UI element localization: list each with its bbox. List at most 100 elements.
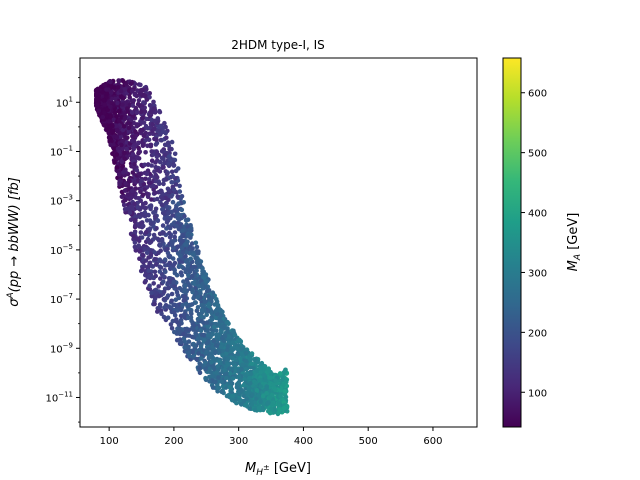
data-point xyxy=(171,279,177,285)
data-point xyxy=(132,92,138,98)
y-tick-label: 10−7 xyxy=(50,292,73,306)
colorbar-tick-label: 500 xyxy=(528,149,547,160)
data-point xyxy=(128,117,134,123)
data-point xyxy=(134,236,140,242)
colorbar xyxy=(502,57,522,428)
data-point xyxy=(102,110,107,115)
data-point xyxy=(129,110,135,115)
data-point xyxy=(120,127,126,133)
data-point xyxy=(229,366,234,372)
x-tick-label: 400 xyxy=(294,436,313,447)
data-point xyxy=(161,164,166,170)
colorbar-axis: 100 200 300 400 500 600 xyxy=(521,89,547,399)
data-point xyxy=(214,306,220,312)
data-point xyxy=(185,263,191,269)
data-point xyxy=(258,365,264,371)
data-point xyxy=(186,339,192,344)
data-point xyxy=(215,303,221,308)
data-point xyxy=(213,315,218,321)
data-point xyxy=(148,142,154,148)
data-point xyxy=(116,172,122,177)
data-point xyxy=(269,401,275,407)
data-point xyxy=(165,217,170,223)
data-point xyxy=(154,175,160,180)
data-point xyxy=(158,248,163,253)
data-point xyxy=(229,355,234,360)
data-point xyxy=(140,266,145,272)
data-point xyxy=(256,393,262,399)
colorbar-label-main: M xyxy=(566,260,581,271)
data-point xyxy=(131,146,136,152)
data-point xyxy=(104,95,109,100)
data-point xyxy=(230,393,235,399)
data-point xyxy=(134,110,140,116)
data-point xyxy=(164,226,169,231)
data-point xyxy=(211,324,217,330)
data-point xyxy=(180,238,185,244)
data-point xyxy=(168,305,174,310)
data-point xyxy=(278,388,283,393)
data-point xyxy=(166,210,171,216)
data-point xyxy=(226,334,232,339)
data-point xyxy=(198,291,203,296)
data-point xyxy=(160,196,165,201)
data-point xyxy=(213,350,218,355)
data-point xyxy=(117,182,122,187)
data-point xyxy=(177,183,182,189)
data-point xyxy=(222,367,227,373)
data-point xyxy=(225,344,231,349)
data-point xyxy=(196,283,202,289)
data-point xyxy=(167,278,172,284)
data-point xyxy=(218,313,223,319)
data-point xyxy=(148,221,154,226)
data-point xyxy=(127,210,133,215)
data-point xyxy=(152,269,158,275)
data-point xyxy=(128,204,134,210)
data-point xyxy=(144,218,150,223)
data-point xyxy=(117,178,122,184)
x-axis: 100 200 300 400 500 600 xyxy=(100,427,443,447)
data-point xyxy=(190,287,195,293)
data-point xyxy=(238,356,243,362)
data-point xyxy=(242,372,248,378)
data-point xyxy=(153,160,158,165)
data-point xyxy=(144,191,149,196)
data-point xyxy=(108,114,113,119)
data-point xyxy=(153,206,159,212)
data-point xyxy=(230,360,236,366)
data-point xyxy=(188,309,194,315)
data-point xyxy=(206,302,212,307)
data-point xyxy=(192,343,198,349)
y-axis-label: σA(pp → bbWW) [fb] xyxy=(6,177,22,307)
data-point xyxy=(151,183,156,188)
data-point xyxy=(207,379,212,384)
data-point xyxy=(186,315,191,321)
y-tick-label: 10−9 xyxy=(50,341,73,355)
data-point xyxy=(121,79,126,84)
data-point xyxy=(145,143,150,149)
data-point xyxy=(183,242,188,247)
data-point xyxy=(157,257,163,263)
data-point xyxy=(283,379,289,384)
data-point xyxy=(171,187,177,192)
data-point xyxy=(116,108,122,114)
data-point xyxy=(277,407,282,412)
data-point xyxy=(172,234,177,240)
data-point xyxy=(222,333,228,339)
data-point xyxy=(167,225,173,231)
data-point xyxy=(162,305,167,310)
data-point xyxy=(152,301,157,307)
colorbar-tick-label: 200 xyxy=(528,328,547,339)
data-point xyxy=(152,118,157,124)
data-point xyxy=(159,202,165,208)
x-axis-label-sub: H xyxy=(256,468,263,478)
data-point xyxy=(253,400,258,405)
data-point xyxy=(123,100,129,105)
data-point xyxy=(112,85,117,90)
data-point xyxy=(250,392,255,397)
data-point xyxy=(243,367,249,372)
data-point xyxy=(181,298,187,303)
x-tick-label: 600 xyxy=(423,436,442,447)
data-point xyxy=(167,260,172,266)
data-point xyxy=(203,285,209,290)
